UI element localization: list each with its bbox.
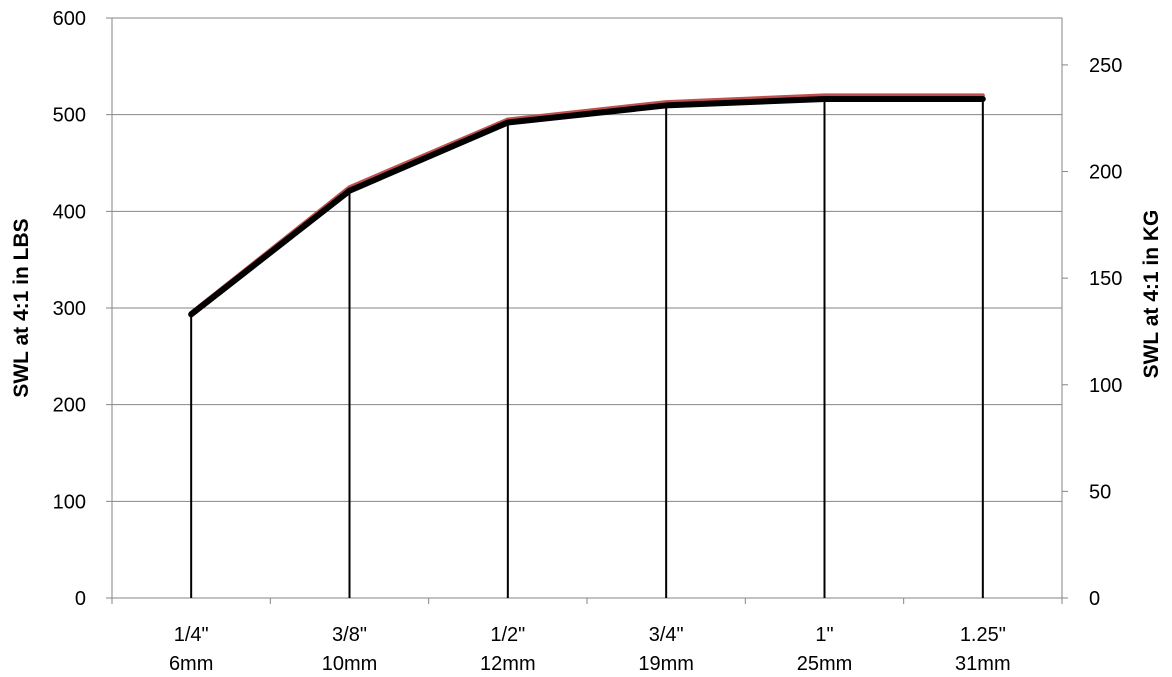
x-axis-ticks: 1/4" 6mm 3/8" 10mm 1/2" 12mm 3/4" 19mm 1" 25mm 1.2…	[111, 598, 1063, 675]
x-tick-label-mm: 25mm	[797, 653, 853, 675]
left-tick-label: 100	[53, 491, 86, 513]
x-tick-label-inch: 1"	[815, 624, 833, 646]
x-tick-label-mm: 6mm	[169, 653, 213, 675]
data-point-right	[981, 97, 985, 101]
data-point-right	[348, 189, 351, 193]
data-point-right	[189, 312, 193, 316]
left-tick-label: 0	[75, 588, 86, 610]
right-tick-label: 0	[1089, 588, 1100, 610]
right-tick-label: 100	[1089, 375, 1122, 397]
left-tick-label: 500	[53, 105, 86, 127]
drop-lines	[190, 99, 984, 598]
data-point-right	[664, 103, 668, 107]
data-point-right	[823, 97, 826, 101]
data-point-right	[506, 120, 510, 124]
series-layer	[188, 93, 986, 318]
x-tick-label-mm: 19mm	[638, 653, 694, 675]
right-tick-label: 200	[1089, 162, 1122, 184]
x-tick-label-mm: 12mm	[480, 653, 536, 675]
x-tick-label-inch: 1/2"	[490, 624, 525, 646]
x-tick-label-mm: 31mm	[955, 653, 1011, 675]
x-tick-label-mm: 10mm	[322, 653, 378, 675]
left-tick-label: 200	[53, 395, 86, 417]
x-tick-label-inch: 1/4"	[174, 624, 209, 646]
right-tick-label: 150	[1089, 268, 1122, 290]
left-axis-ticks: 0 100 200 300 400 500 600	[53, 8, 112, 610]
x-tick-label-inch: 3/4"	[649, 624, 684, 646]
right-tick-label: 250	[1089, 55, 1122, 77]
right-tick-label: 50	[1089, 481, 1111, 503]
x-tick-label-inch: 3/8"	[332, 624, 367, 646]
left-tick-label: 400	[53, 201, 86, 223]
x-tick-label-inch: 1.25"	[960, 624, 1006, 646]
series-line-right	[188, 96, 986, 318]
right-axis-ticks: 0 50 100 150 200 250	[1062, 55, 1122, 610]
right-axis-title: SWL at 4:1 in KG	[1140, 210, 1163, 379]
left-tick-label: 600	[53, 8, 86, 30]
left-tick-label: 300	[53, 298, 86, 320]
left-axis-title: SWL at 4:1 in LBS	[10, 218, 33, 397]
